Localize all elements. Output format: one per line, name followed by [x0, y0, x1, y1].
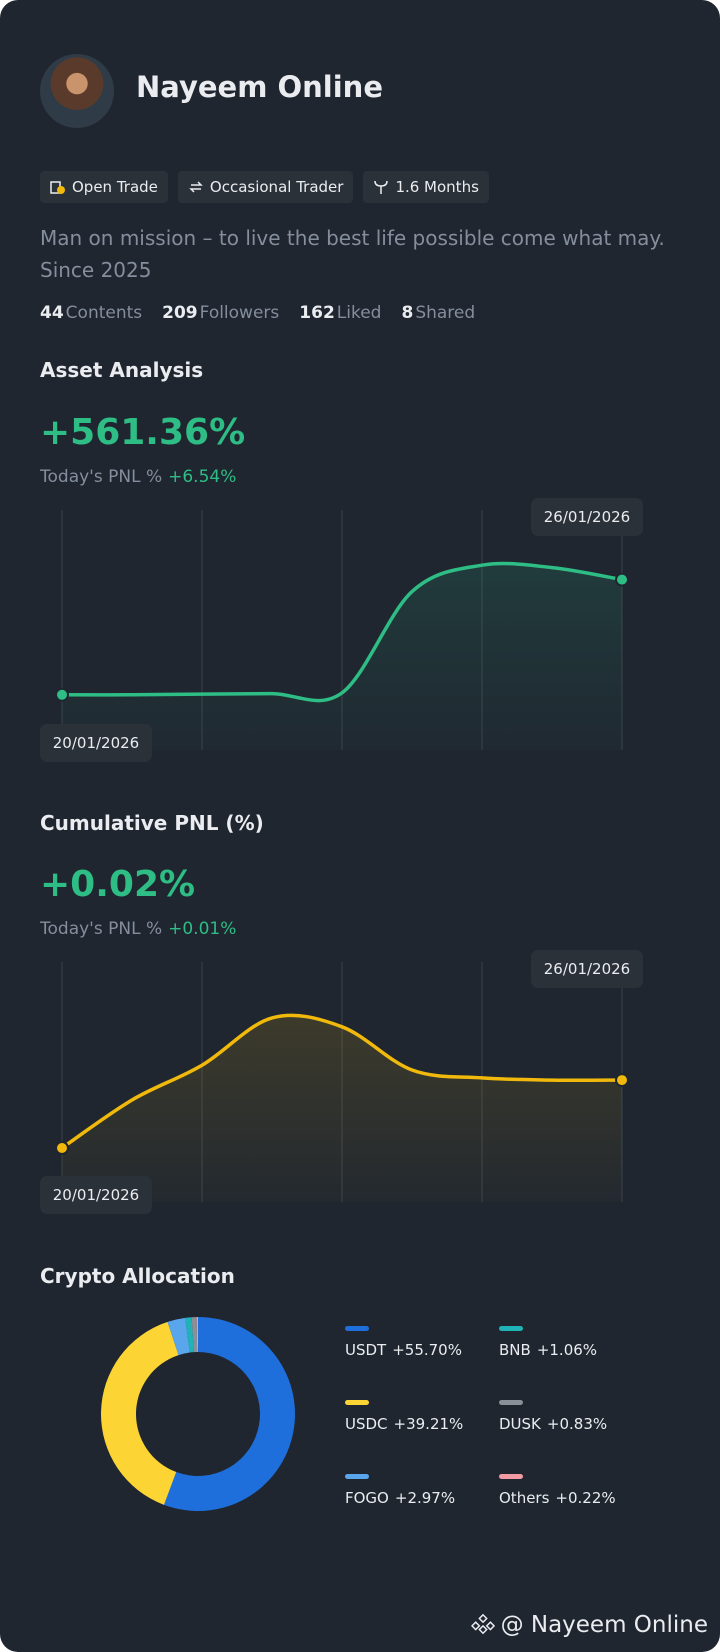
legend-item: DUSK +0.83%: [499, 1400, 607, 1433]
bio-line: Man on mission – to live the best life p…: [40, 226, 665, 250]
legend-swatch: [345, 1400, 369, 1405]
stat-label: Liked: [336, 303, 382, 323]
legend-item: FOGO +2.97%: [345, 1474, 455, 1507]
total: +0.02%: [40, 864, 196, 905]
legend-label: Others: [499, 1489, 550, 1507]
donut-slice: [191, 1317, 198, 1353]
stat-value: 162: [299, 303, 335, 323]
legend-label: USDT: [345, 1341, 387, 1359]
icon: [189, 181, 203, 193]
today-label: Today's PNL %: [40, 919, 163, 939]
bio-line: Since 2025: [40, 258, 152, 282]
stat-label: Contents: [65, 303, 143, 323]
legend-value: +2.97%: [394, 1489, 456, 1507]
tag: 1.6 Months: [363, 171, 489, 203]
date-label: 20/01/2026: [53, 1186, 139, 1204]
legend-value: +1.06%: [536, 1341, 598, 1359]
date-pill: [531, 950, 643, 988]
legend-label: USDC: [345, 1415, 388, 1433]
date-pill: [531, 498, 643, 536]
legend-swatch: [345, 1326, 369, 1331]
section-title: Cumulative PNL (%): [40, 811, 264, 835]
area: [62, 563, 622, 750]
legend-value: +0.22%: [555, 1489, 616, 1507]
legend-item: BNB +1.06%: [499, 1326, 597, 1359]
legend-item: USDT +55.70%: [345, 1326, 462, 1359]
point: [55, 687, 69, 702]
profile-name: Nayeem Online: [136, 70, 383, 104]
today-pnl: Today's PNL % +0.01%: [40, 919, 236, 939]
section-title: Asset Analysis: [40, 358, 204, 382]
today-value: +6.54%: [168, 467, 237, 487]
point: [615, 1073, 629, 1088]
point: [615, 572, 629, 587]
date-pill: [40, 724, 152, 762]
logo: [470, 1613, 495, 1635]
stat: 44 Contents: [40, 303, 142, 323]
today-label: Today's PNL %: [40, 467, 163, 487]
point: [55, 1141, 69, 1155]
line-chart: 20/01/2026 26/01/2026: [40, 498, 643, 762]
stat-value: 44: [40, 303, 64, 323]
legend-label: DUSK: [499, 1415, 541, 1433]
donut-slice: [167, 1317, 190, 1356]
legend-swatch: [499, 1400, 523, 1405]
date-label: 26/01/2026: [544, 960, 630, 978]
tags: Open Trade Occasional Trader 1.6 Months: [40, 171, 489, 203]
tag: Occasional Trader: [177, 171, 354, 203]
line: [61, 1013, 623, 1150]
donut-chart: [100, 1317, 295, 1511]
watermark-text: @ Nayeem Online: [500, 1612, 708, 1638]
tag: Open Trade: [40, 171, 168, 203]
stat-value: 209: [162, 303, 198, 323]
stat-label: Followers: [199, 303, 280, 323]
legend-label: FOGO: [345, 1489, 389, 1507]
stat: 162 Liked: [299, 303, 381, 323]
legend-label: BNB: [499, 1341, 531, 1359]
donut-slice: [100, 1321, 179, 1505]
icon: [374, 180, 389, 194]
date-pill: [40, 1176, 152, 1214]
tag-text: Occasional Trader: [209, 178, 344, 196]
date-label: 26/01/2026: [544, 508, 630, 526]
avatar: [40, 54, 114, 128]
donut-slice: [196, 1317, 198, 1353]
section-title: Crypto Allocation: [40, 1264, 235, 1288]
bio: Man on mission – to live the best life p…: [40, 222, 690, 286]
donut-slice: [185, 1317, 194, 1353]
icon: [50, 181, 65, 194]
stat-value: 8: [401, 303, 414, 323]
date-label: 20/01/2026: [53, 734, 139, 752]
tag-text: Open Trade: [72, 178, 158, 196]
today-pnl: Today's PNL % +6.54%: [40, 467, 236, 487]
legend-value: +0.83%: [546, 1415, 608, 1433]
today-value: +0.01%: [168, 919, 237, 939]
area: [62, 1015, 622, 1202]
stat-label: Shared: [415, 303, 476, 323]
stats: 44 Contents 209 Followers 162 Liked 8 Shared: [40, 303, 475, 323]
watermark: @ Nayeem Online: [470, 1612, 708, 1638]
stat: 8 Shared: [401, 303, 475, 323]
legend-swatch: [499, 1326, 523, 1331]
legend-swatch: [345, 1474, 369, 1479]
legend-item: Others +0.22%: [499, 1474, 616, 1507]
legend-value: +55.70%: [392, 1341, 462, 1359]
legend-swatch: [499, 1474, 523, 1479]
donut-slice: [163, 1317, 295, 1511]
tag-text: 1.6 Months: [395, 178, 479, 196]
line: [61, 561, 623, 703]
legend-value: +39.21%: [393, 1415, 464, 1433]
total: +561.36%: [40, 412, 246, 453]
line-chart: 20/01/2026 26/01/2026: [40, 950, 643, 1214]
legend-item: USDC +39.21%: [345, 1400, 463, 1433]
stat: 209 Followers: [162, 303, 279, 323]
